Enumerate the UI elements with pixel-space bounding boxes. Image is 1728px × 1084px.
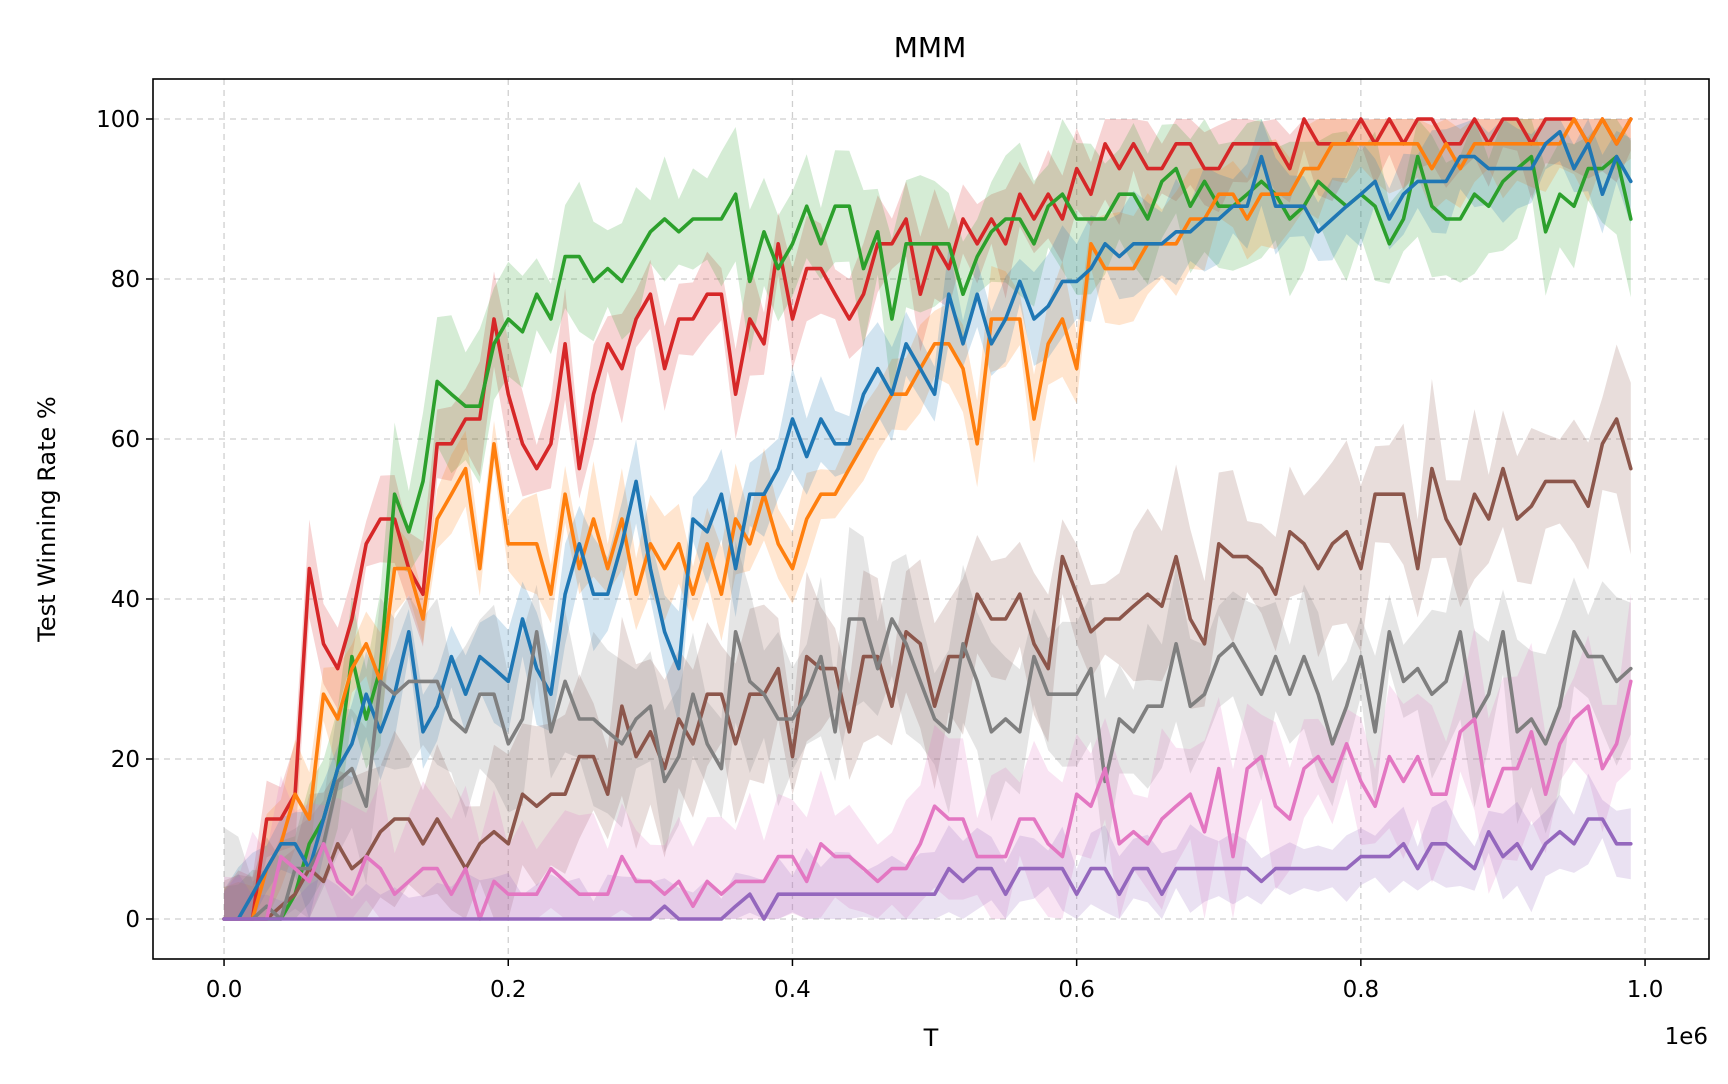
series-band [224,344,1631,919]
grid-layer [153,79,1709,959]
y-tick-label: 20 [111,747,140,773]
series-band [224,527,1631,919]
series-line [222,617,1633,921]
series-line [222,154,1633,921]
x-axis-label: T [923,1024,939,1052]
y-tick-label: 40 [111,587,140,613]
x-tick-label: 0.4 [774,977,811,1003]
series-line [222,117,1633,921]
x-tick-label: 0.2 [490,977,527,1003]
series-line [222,117,1633,921]
x-tick-label: 0.6 [1058,977,1095,1003]
series-band [224,119,1631,919]
x-tick-label: 0.0 [206,977,243,1003]
series-band [224,773,1631,919]
x-tick-label: 0.8 [1343,977,1380,1003]
series-line [222,817,1633,921]
x-axis-offset-label: 1e6 [1665,1024,1708,1050]
series-line [222,417,1633,921]
series-lines [222,117,1633,921]
axis-ticks: 0.0 0.2 0.4 0.6 0.8 1.0 0 20 40 60 80 100 [96,107,1663,1003]
series-band [224,119,1631,919]
y-tick-label: 100 [96,107,140,133]
y-tick-label: 0 [125,907,140,933]
series-line [222,679,1633,921]
y-tick-label: 80 [111,267,140,293]
series-band [224,119,1631,919]
y-axis-label: Test Winning Rate % [33,396,61,642]
series-line [222,130,1633,921]
series-band [224,593,1631,919]
plot-frame [152,78,1710,960]
chart-title: MMM [894,31,966,64]
x-tick-label: 1.0 [1627,977,1664,1003]
y-tick-label: 60 [111,427,140,453]
